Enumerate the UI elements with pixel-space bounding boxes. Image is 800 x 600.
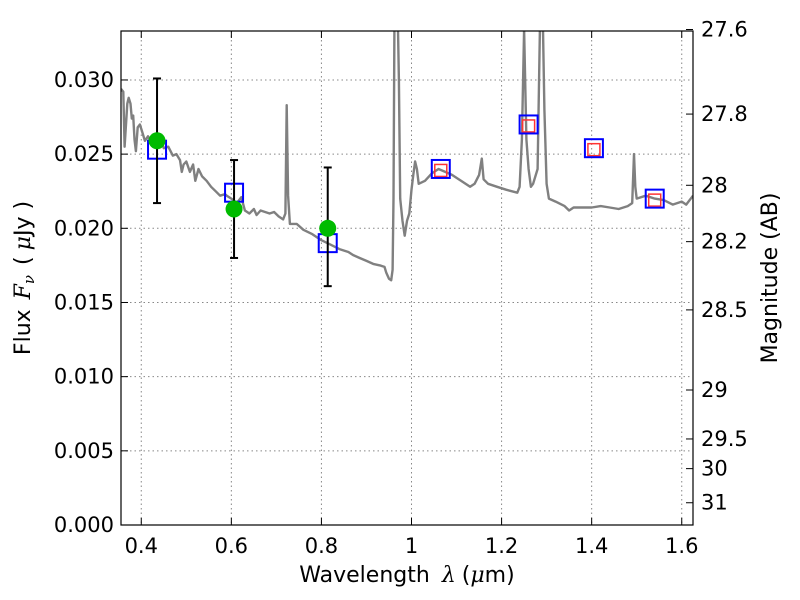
y-tick-label: 0.030 (54, 68, 114, 92)
y2-tick-label: 29.5 (701, 427, 748, 451)
model-photometry-square (521, 119, 536, 133)
model-photometry-square (647, 193, 662, 207)
y2-tick-label: 27.8 (701, 102, 748, 126)
observed-errorbars (153, 77, 332, 288)
x-tick-label: 0.4 (125, 534, 158, 558)
x-axis-label: Wavelength λ (μm) (299, 563, 514, 588)
y2-tick-labels: 27.6 27.8 28 28.2 28.5 29 29.5 30 31 (701, 18, 748, 515)
y-tick-label: 0.015 (54, 290, 114, 314)
y2-axis-label: Magnitude (AB) (758, 193, 783, 364)
grid-lines (121, 31, 693, 526)
synthetic-photometry-square (583, 138, 604, 159)
x-tick-label: 0.6 (215, 534, 248, 558)
x-tick-label: 1 (405, 534, 418, 558)
observed-photometry-point (319, 219, 337, 237)
y2-tick-label: 31 (701, 491, 728, 515)
x-tick-label: 1.6 (665, 534, 698, 558)
model-photometry-square (434, 163, 448, 178)
model-photometry-square (587, 142, 601, 157)
y2-tick-label: 28 (701, 173, 728, 197)
y2-tick-label: 30 (701, 457, 728, 481)
observed-photometry-point (148, 132, 166, 150)
y2-tick-label: 28.2 (701, 230, 748, 254)
observed-photometry-point (225, 200, 243, 218)
y-tick-label: 0.000 (54, 513, 114, 537)
axis-ticks (121, 29, 693, 526)
y-tick-label: 0.025 (54, 142, 114, 166)
y-tick-label: 0.020 (54, 216, 114, 240)
y-axis-label: FluxFν(μJy ) (11, 201, 38, 355)
y-tick-labels: 0.000 0.005 0.010 0.015 0.020 0.025 0.030 (54, 68, 114, 537)
model-photometry-points (434, 119, 662, 207)
observed-photometry-points (148, 132, 337, 237)
model-spectrum-line (121, 31, 693, 282)
x-tick-label: 1.4 (575, 534, 608, 558)
x-tick-label: 1.2 (485, 534, 518, 558)
synthetic-photometry-square (518, 114, 539, 135)
x-tick-labels: 0.4 0.6 0.8 1 1.2 1.4 1.6 (125, 534, 699, 558)
y-tick-label: 0.005 (54, 439, 114, 463)
synthetic-photometry-square (430, 158, 451, 179)
y2-tick-label: 27.6 (701, 18, 748, 42)
y2-tick-label: 29 (701, 378, 728, 402)
x-tick-label: 0.8 (305, 534, 338, 558)
plot-area (121, 31, 693, 288)
y2-tick-label: 28.5 (701, 298, 748, 322)
plot-frame (120, 30, 694, 526)
synthetic-photometry-square (644, 188, 665, 209)
y-tick-label: 0.010 (54, 365, 114, 389)
